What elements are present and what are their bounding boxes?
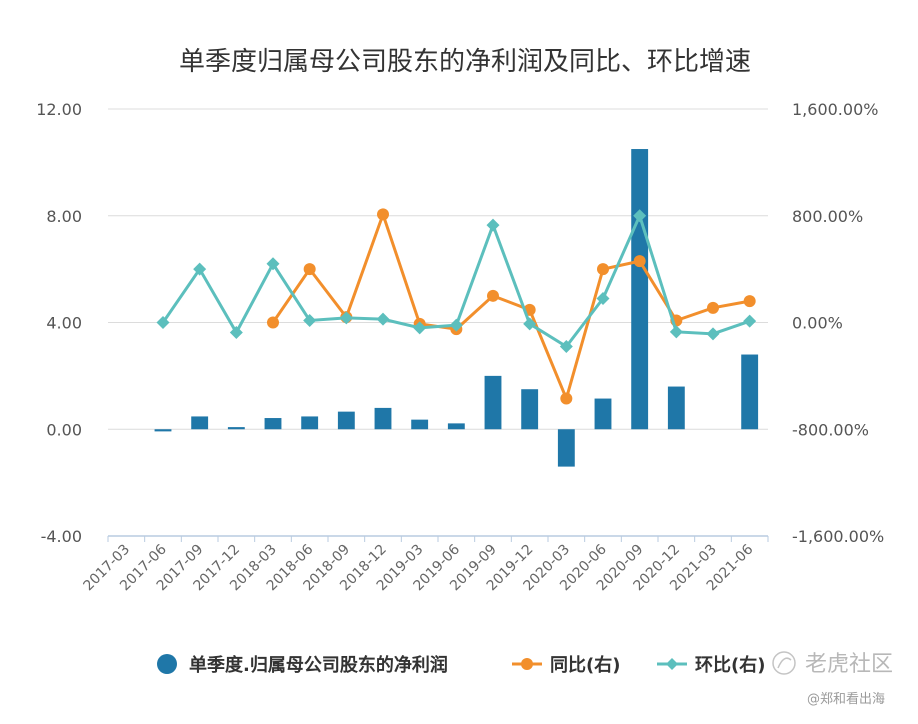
watermark-brand: 老虎社区 <box>805 652 893 677</box>
point-marker <box>634 255 646 267</box>
left-tick-label: -4.00 <box>41 527 82 546</box>
right-axis-ticks: 1,600.00% 800.00% 0.00% -800.00% -1,600.00% <box>792 100 884 546</box>
point-marker <box>744 295 756 307</box>
point-marker <box>670 325 683 338</box>
legend-label-qoq: 环比(右) <box>695 654 765 676</box>
series-line <box>273 214 750 398</box>
legend-swatch-bar <box>157 654 177 674</box>
grid-lines <box>108 109 768 536</box>
watermark-logo-mark <box>778 658 791 668</box>
watermark-logo-icon <box>773 652 795 674</box>
legend-label-yoy: 同比(右) <box>550 654 620 676</box>
chart-title: 单季度归属母公司股东的净利润及同比、环比增速 <box>179 47 751 77</box>
right-tick-label: -800.00% <box>792 420 869 439</box>
left-tick-label: 0.00 <box>46 420 82 439</box>
bar <box>191 416 208 429</box>
bar <box>521 389 538 429</box>
bar <box>448 423 465 429</box>
right-tick-label: 1,600.00% <box>792 100 878 119</box>
legend-label-bar: 单季度.归属母公司股东的净利润 <box>189 654 448 676</box>
point-marker <box>377 208 389 220</box>
left-tick-label: 4.00 <box>46 314 82 333</box>
series-yoy <box>267 208 756 404</box>
bar <box>485 376 502 429</box>
point-marker <box>560 393 572 405</box>
point-marker <box>267 317 279 329</box>
point-marker <box>707 327 720 340</box>
series-qoq <box>157 209 757 353</box>
point-marker <box>707 302 719 314</box>
bar <box>301 416 318 429</box>
bar <box>595 399 612 430</box>
legend-swatch-yoy-marker <box>521 658 533 670</box>
right-tick-label: -1,600.00% <box>792 527 884 546</box>
left-axis-ticks: 12.00 8.00 4.00 0.00 -4.00 <box>36 100 82 546</box>
bar <box>558 429 575 466</box>
point-marker <box>487 290 499 302</box>
point-marker <box>487 219 500 232</box>
bar <box>631 149 648 429</box>
right-tick-label: 0.00% <box>792 314 843 333</box>
bar <box>155 429 172 431</box>
bar <box>375 408 392 429</box>
left-tick-label: 12.00 <box>36 100 82 119</box>
left-tick-label: 8.00 <box>46 207 82 226</box>
point-marker <box>743 315 756 328</box>
line-series <box>157 208 757 404</box>
watermark: 老虎社区 @郑和看出海 <box>773 652 893 707</box>
bar-series <box>118 149 758 467</box>
point-marker <box>304 263 316 275</box>
point-marker <box>597 263 609 275</box>
legend-swatch-qoq-marker <box>666 658 678 670</box>
point-marker <box>230 326 243 339</box>
bar <box>741 355 758 430</box>
bar <box>265 418 282 429</box>
point-marker <box>377 313 390 326</box>
bar <box>411 420 428 430</box>
bar <box>338 412 355 430</box>
watermark-author: @郑和看出海 <box>807 691 885 707</box>
x-axis-ticks: 2017-032017-062017-092017-122018-032018-… <box>80 536 768 594</box>
right-tick-label: 800.00% <box>792 207 863 226</box>
legend: 单季度.归属母公司股东的净利润 同比(右) 环比(右) <box>157 654 765 676</box>
bar <box>668 387 685 430</box>
bar <box>228 427 245 429</box>
